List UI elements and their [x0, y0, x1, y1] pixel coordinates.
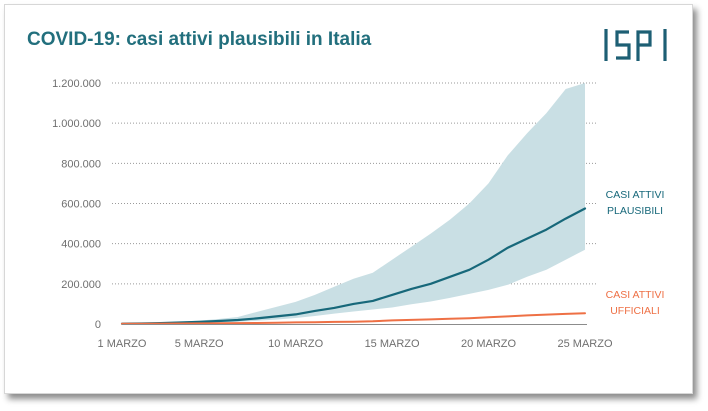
line-layer: [120, 207, 587, 325]
series-line-plausibili: [120, 207, 587, 325]
x-tick-label: 25 MARZO: [557, 338, 612, 350]
chart-title: COVID-19: casi attivi plausibili in Ital…: [27, 29, 372, 50]
y-tick-label: 600.000: [61, 199, 101, 211]
label-layer: CASI ATTIVI PLAUSIBILI CASI ATTIVI UFFICIAL…: [606, 189, 665, 317]
x-tick-label: 15 MARZO: [365, 338, 420, 350]
x-tick-label: 10 MARZO: [268, 338, 323, 350]
x-tick-label: 20 MARZO: [461, 338, 516, 350]
axis-layer: 0 200.000 400.000 600.000 800.000 1.000.000 1.…: [52, 78, 613, 350]
y-tick-label: 1.000.000: [52, 118, 101, 130]
y-tick-label: 400.000: [61, 239, 101, 251]
logo-letter-s: [615, 30, 631, 60]
ispi-logo: [604, 29, 667, 61]
band-layer: [122, 83, 585, 324]
series-label-ufficiali: CASI ATTIVI UFFICIALI: [606, 289, 665, 317]
logo-letter-p: [636, 30, 652, 61]
x-tick-label: 1 MARZO: [98, 338, 147, 350]
y-tick-label: 200.000: [61, 279, 101, 291]
series-label-plausibili: CASI ATTIVI PLAUSIBILI: [606, 189, 665, 217]
y-tick-label: 800.000: [61, 158, 101, 170]
uncertainty-band: [122, 83, 585, 324]
series-line-ufficiali: [121, 312, 586, 325]
y-tick-label: 0: [95, 319, 101, 331]
y-tick-label: 1.200.000: [52, 78, 101, 90]
x-tick-label: 5 MARZO: [175, 338, 224, 350]
